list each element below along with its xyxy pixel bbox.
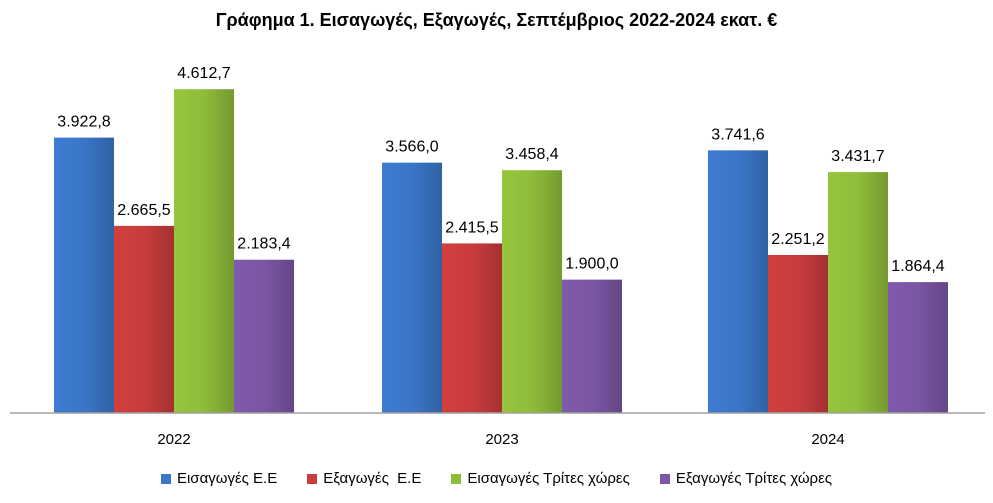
legend-item-series-1: Εισαγωγές Ε.Ε [160, 470, 278, 487]
legend-swatch [451, 473, 462, 484]
bar-2023-series-3 [502, 170, 562, 413]
legend-item-series-2: Εξαγωγές Ε.Ε [307, 470, 421, 487]
data-label-2022-series-3: 4.612,7 [177, 65, 230, 82]
category-label-2024: 2024 [811, 431, 844, 448]
bar-2022-series-4 [234, 259, 294, 413]
legend-label: Εισαγωγές Τρίτες χώρες [467, 470, 630, 487]
data-label-2023-series-4: 1.900,0 [565, 256, 618, 273]
data-label-2024-series-3: 3.431,7 [831, 148, 884, 165]
legend-swatch [160, 473, 171, 484]
bar-2023-series-2 [442, 243, 502, 413]
bar-2022-series-1 [54, 137, 114, 413]
category-label-2022: 2022 [157, 431, 190, 448]
bar-2024-series-4 [888, 282, 948, 413]
bar-2022-series-2 [114, 225, 174, 413]
bar-2024-series-1 [708, 150, 768, 414]
legend-item-series-4: Εξαγωγές Τρίτες χώρες [659, 470, 833, 487]
bar-2023-series-1 [382, 162, 442, 413]
legend-label: Εισαγωγές Ε.Ε [176, 470, 278, 487]
data-label-2023-series-2: 2.415,5 [445, 219, 498, 236]
category-label-2023: 2023 [485, 431, 518, 448]
legend-label: Εξαγωγές Ε.Ε [323, 470, 422, 487]
bar-2024-series-3 [828, 172, 888, 413]
legend: Εισαγωγές Ε.Ε Εξαγωγές Ε.Ε Εισαγωγές Τρίτε… [0, 470, 993, 487]
legend-swatch [307, 473, 318, 484]
data-label-2024-series-4: 1.864,4 [891, 258, 944, 275]
legend-label: Εξαγωγές Τρίτες χώρες [675, 470, 833, 487]
data-label-2024-series-2: 2.251,2 [771, 231, 824, 248]
data-label-2022-series-2: 2.665,5 [117, 202, 170, 219]
bar-chart: 3.922,8 2.665,5 4.612,7 2.183,4 3.566,0 2.415… [10, 65, 985, 448]
legend-swatch [659, 473, 670, 484]
legend-item-series-3: Εισαγωγές Τρίτες χώρες [451, 470, 630, 487]
bar-2024-series-2 [768, 254, 828, 413]
data-label-2023-series-1: 3.566,0 [385, 139, 438, 156]
data-label-2022-series-4: 2.183,4 [237, 236, 290, 253]
data-label-2022-series-1: 3.922,8 [57, 114, 110, 131]
data-label-2023-series-3: 3.458,4 [505, 146, 558, 163]
chart-title: Γράφημα 1. Εισαγωγές, Εξαγωγές, Σεπτέμβρ… [215, 10, 778, 30]
bar-2023-series-4 [562, 279, 622, 413]
data-label-2024-series-1: 3.741,6 [711, 126, 764, 143]
bar-2022-series-3 [174, 89, 234, 413]
